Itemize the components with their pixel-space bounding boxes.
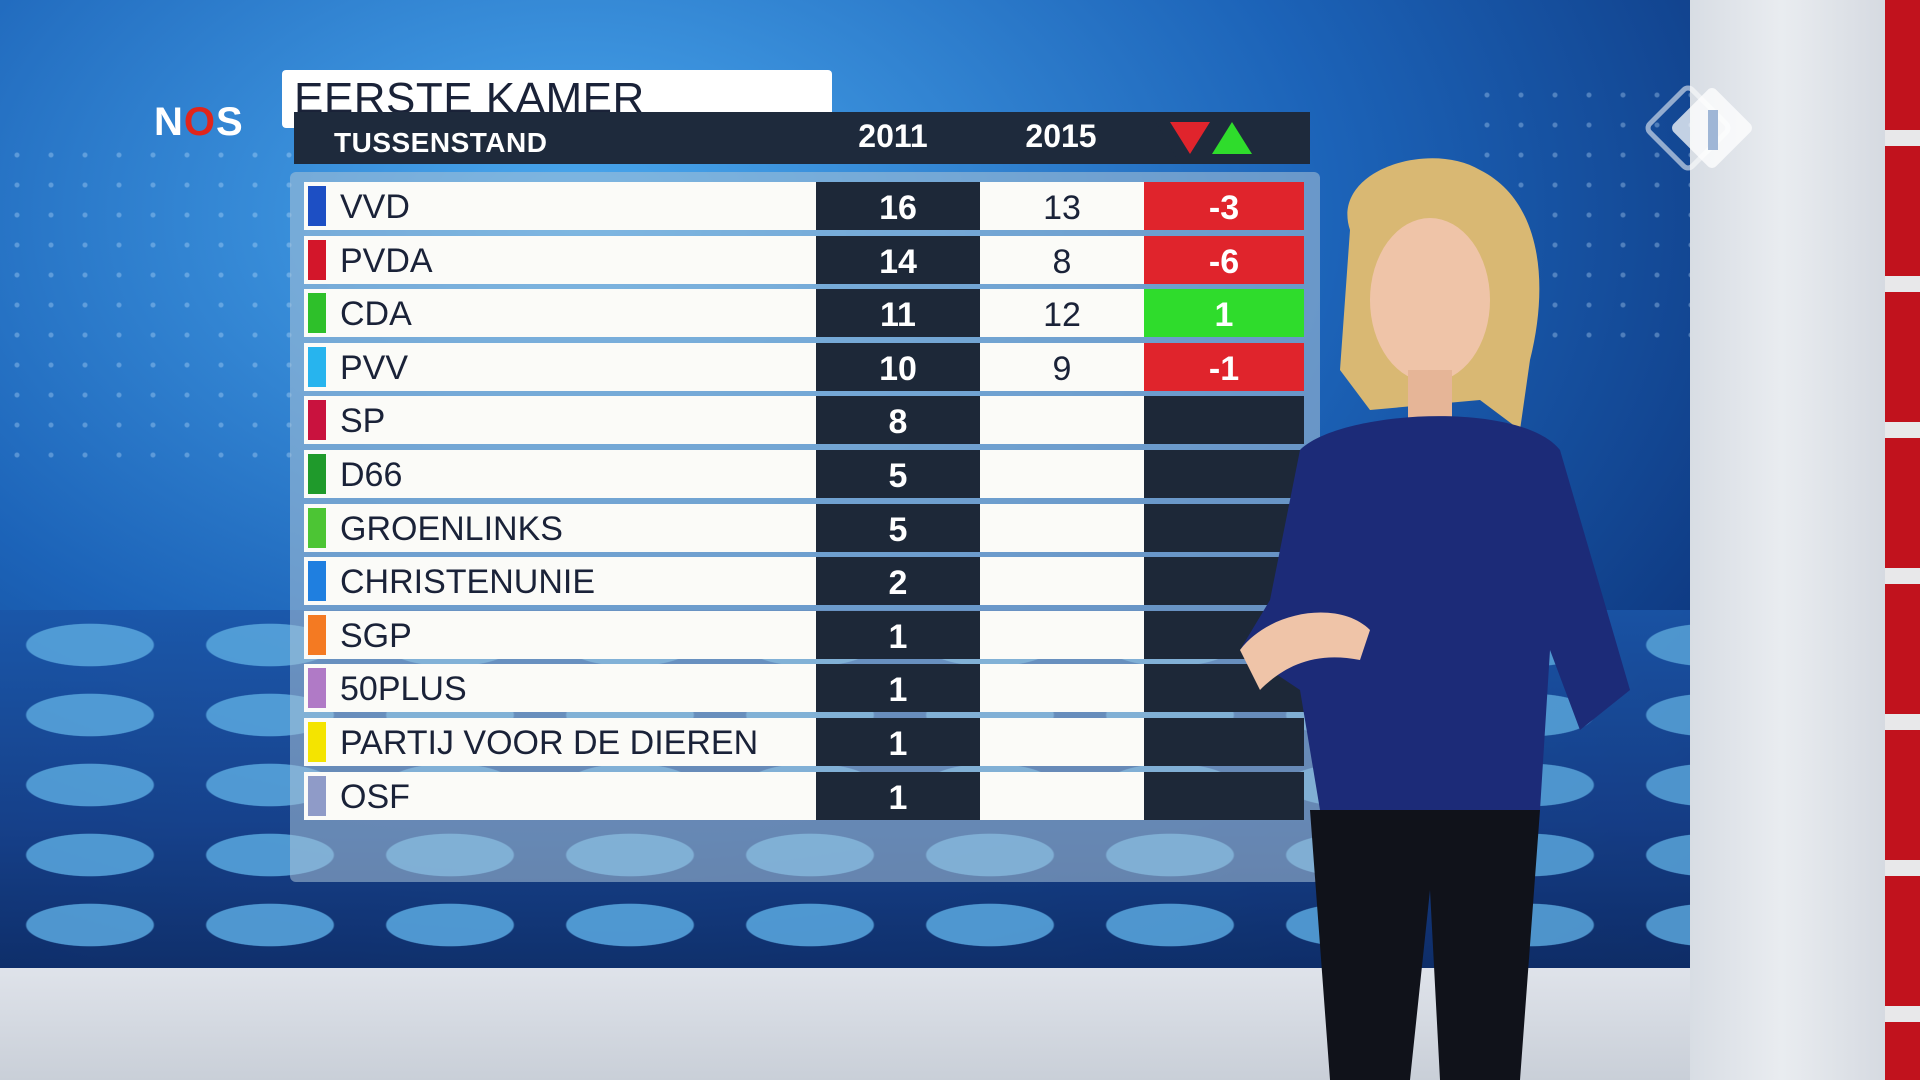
party-name: VVD	[340, 188, 410, 226]
seats-2011: 5	[816, 450, 980, 498]
party-color-swatch	[308, 614, 326, 655]
column-header-2011: 2011	[858, 118, 928, 154]
party-color-swatch	[308, 293, 326, 334]
red-wall-panels	[1885, 0, 1920, 1080]
column-header-2015: 2015	[1025, 118, 1097, 154]
seats-2011: 11	[816, 289, 980, 338]
light-dots-left	[0, 140, 300, 480]
party-color-swatch	[308, 775, 326, 816]
seats-2015	[980, 610, 1144, 659]
seats-2015	[980, 557, 1144, 606]
seat-change	[1144, 396, 1304, 445]
seat-change: 1	[1144, 289, 1304, 338]
party-cell: OSF	[304, 771, 816, 820]
seats-2015	[980, 771, 1144, 820]
party-color-swatch	[308, 186, 326, 226]
party-cell: SP	[304, 396, 816, 445]
seats-2011: 1	[816, 610, 980, 659]
party-color-swatch	[308, 346, 326, 387]
seats-2015	[980, 503, 1144, 552]
table-row: PVV 10 9 -1	[304, 342, 1304, 391]
party-name: CDA	[340, 295, 412, 334]
table-row: D66 5	[304, 450, 1304, 498]
party-name: GROENLINKS	[340, 509, 563, 548]
seats-2011: 5	[816, 503, 980, 552]
party-name: SGP	[340, 616, 412, 655]
studio-wall	[1690, 0, 1920, 1080]
seat-change	[1144, 503, 1304, 552]
party-name: PVV	[340, 348, 409, 387]
party-cell: GROENLINKS	[304, 503, 816, 552]
seats-2011: 1	[816, 771, 980, 820]
presenter-figure	[1240, 158, 1630, 1080]
table-row: CDA 11 12 1	[304, 289, 1304, 338]
table-row: SP 8	[304, 396, 1304, 445]
seat-change	[1144, 718, 1304, 766]
party-name: PVDA	[340, 241, 433, 280]
party-cell: D66	[304, 450, 816, 498]
party-name: D66	[340, 456, 403, 494]
npo1-logo-icon	[1645, 85, 1752, 171]
seats-2011: 16	[816, 182, 980, 230]
party-color-swatch	[308, 239, 326, 280]
seats-2011: 1	[816, 718, 980, 766]
table-row: PARTIJ VOOR DE DIEREN 1	[304, 718, 1304, 766]
up-triangle-icon	[1212, 122, 1252, 154]
party-cell: VVD	[304, 182, 816, 230]
table-row: PVDA 14 8 -6	[304, 235, 1304, 284]
seat-change: -1	[1144, 342, 1304, 391]
party-name: 50PLUS	[340, 670, 467, 709]
party-color-swatch	[308, 454, 326, 494]
seats-2015	[980, 664, 1144, 713]
seats-2015: 13	[980, 182, 1144, 230]
party-cell: 50PLUS	[304, 664, 816, 713]
header-band	[294, 112, 1309, 164]
change-indicator-header	[1150, 112, 1310, 164]
seat-change: -3	[1144, 182, 1304, 230]
table-row: 50PLUS 1	[304, 664, 1304, 713]
nos-logo: NOS	[154, 100, 244, 145]
seats-2011: 10	[816, 342, 980, 391]
seats-2011: 14	[816, 235, 980, 284]
party-color-swatch	[308, 400, 326, 441]
graphic-subtitle: TUSSENSTAND	[334, 127, 548, 158]
table-row: CHRISTENUNIE 2	[304, 557, 1304, 606]
seats-2015	[980, 718, 1144, 766]
seats-2015	[980, 396, 1144, 445]
seats-2015: 12	[980, 289, 1144, 338]
party-name: PARTIJ VOOR DE DIEREN	[340, 724, 759, 762]
seats-2015: 9	[980, 342, 1144, 391]
table-row: OSF 1	[304, 771, 1304, 820]
seats-2011: 1	[816, 664, 980, 713]
party-name: CHRISTENUNIE	[340, 563, 596, 602]
party-cell: PVDA	[304, 235, 816, 284]
table-row: SGP 1	[304, 610, 1304, 659]
table-row: VVD 16 13 -3	[304, 182, 1304, 230]
nos-logo-o: O	[183, 100, 217, 144]
party-cell: SGP	[304, 610, 816, 659]
party-name: SP	[340, 402, 386, 441]
party-cell: CHRISTENUNIE	[304, 557, 816, 606]
seats-2011: 2	[816, 557, 980, 606]
seats-2015	[980, 450, 1144, 498]
party-cell: PVV	[304, 342, 816, 391]
seat-change	[1144, 450, 1304, 498]
party-color-swatch	[308, 722, 326, 762]
table-row: GROENLINKS 5	[304, 503, 1304, 552]
studio-floor	[0, 968, 1920, 1080]
seats-2011: 8	[816, 396, 980, 445]
nos-logo-s: S	[216, 100, 244, 144]
down-triangle-icon	[1170, 122, 1210, 154]
party-color-swatch	[308, 668, 326, 709]
party-color-swatch	[308, 507, 326, 548]
party-color-swatch	[308, 561, 326, 602]
party-cell: CDA	[304, 289, 816, 338]
party-cell: PARTIJ VOOR DE DIEREN	[304, 718, 816, 766]
party-name: OSF	[340, 777, 410, 816]
seat-change: -6	[1144, 235, 1304, 284]
nos-logo-n: N	[154, 100, 184, 144]
seat-change	[1144, 771, 1304, 820]
seats-2015: 8	[980, 235, 1144, 284]
